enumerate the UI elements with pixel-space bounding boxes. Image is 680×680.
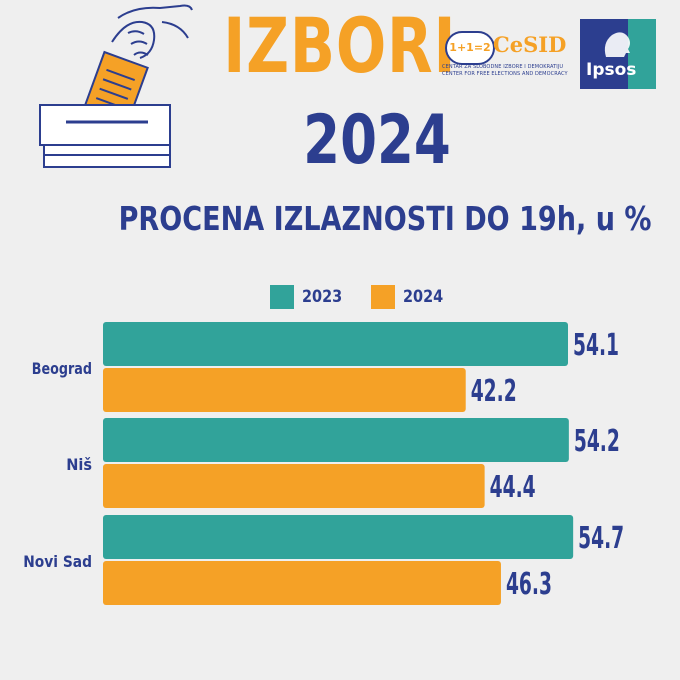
headline-year: 2024 [303, 101, 451, 180]
cesid-logo: 1+1=2 CeSID CENTAR ZA SLOBODNE IZBORE I … [440, 28, 570, 88]
ipsos-head-icon [604, 32, 630, 57]
bar-2024 [103, 464, 485, 508]
data-label: 54.1 [573, 328, 619, 363]
category-label: Beograd [32, 359, 92, 378]
legend-label-2024: 2024 [403, 287, 444, 307]
legend-swatch-2023 [270, 285, 294, 309]
chart-legend: 2023 2024 [270, 285, 473, 309]
ballot-box-icon [39, 4, 193, 168]
category-label: Novi Sad [23, 552, 92, 571]
category-label: Niš [66, 455, 92, 474]
ipsos-teal-block [628, 19, 656, 89]
cesid-subtitle-line1: CENTAR ZA SLOBODNE IZBORE I DEMOKRATIJU [442, 64, 564, 70]
legend-swatch-2024 [371, 285, 396, 309]
data-label: 42.2 [471, 374, 517, 409]
data-label: 54.2 [574, 424, 620, 459]
ipsos-name: Ipsos [586, 60, 637, 80]
legend-item-2024: 2024 [371, 285, 450, 309]
legend-label-2023: 2023 [302, 287, 343, 307]
data-label: 54.7 [578, 521, 624, 556]
cesid-subtitle-line2: CENTER FOR FREE ELECTIONS AND DEMOCRACY [442, 71, 568, 77]
legend-item-2023: 2023 [270, 285, 349, 309]
cesid-name: CeSID [493, 32, 567, 57]
bar-2024 [103, 368, 466, 412]
bar-2023 [103, 322, 568, 366]
ipsos-logo: Ipsos [580, 19, 656, 89]
cesid-subtitle: CENTAR ZA SLOBODNE IZBORE I DEMOKRATIJU … [442, 64, 568, 78]
cesid-mark: 1+1=2 [445, 31, 495, 65]
data-label: 46.3 [506, 567, 552, 602]
data-label: 44.4 [490, 470, 536, 505]
bar-2023 [103, 515, 574, 559]
bar-2024 [103, 561, 501, 605]
bar-2023 [103, 418, 569, 462]
